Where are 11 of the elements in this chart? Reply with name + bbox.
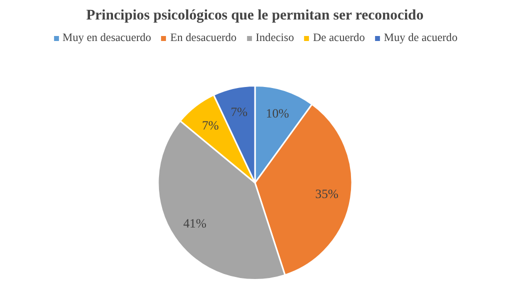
data-label: 41% (183, 216, 207, 231)
legend-label: Indeciso (256, 32, 294, 44)
legend-label: De acuerdo (312, 32, 365, 44)
chart-title: Principios psicológicos que le permitan ser reconocido (86, 8, 424, 24)
data-label: 10% (266, 106, 290, 121)
legend-label: Muy en desacuerdo (62, 32, 152, 44)
data-label: 7% (230, 104, 248, 119)
data-label: 35% (315, 187, 339, 202)
legend-label: Muy de acuerdo (384, 32, 458, 44)
data-label: 7% (202, 118, 220, 132)
legend-label: En desacuerdo (170, 32, 237, 44)
